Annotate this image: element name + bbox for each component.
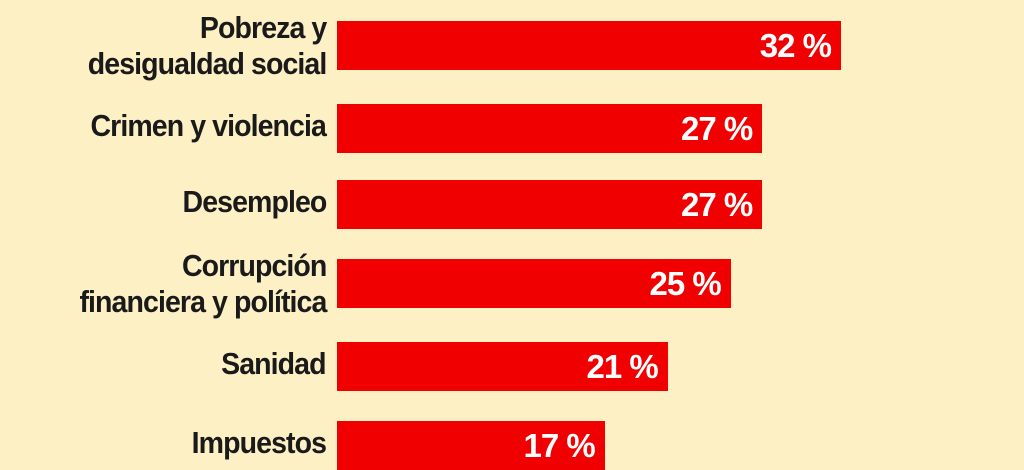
value-label: 27 % xyxy=(681,185,753,223)
category-label-line: Corrupción xyxy=(181,248,327,283)
category-label: Corrupción financiera y política xyxy=(79,248,327,320)
bar xyxy=(337,103,763,153)
category-label: Sanidad xyxy=(221,346,326,382)
category-label: Crimen y violencia xyxy=(90,108,327,144)
value-label: 21 % xyxy=(586,347,659,385)
value-label: 32 % xyxy=(759,26,832,64)
category-label-line: Impuestos xyxy=(191,425,327,460)
category-label-line: financiera y política xyxy=(79,284,327,319)
value-label: 27 % xyxy=(681,109,753,147)
category-label-line: Desempleo xyxy=(182,184,327,219)
category-label-line: Pobreza y xyxy=(199,10,327,45)
category-label: Impuestos xyxy=(191,425,327,461)
category-label-line: desigualdad social xyxy=(87,46,327,81)
category-label: Pobreza y desigualdad social xyxy=(87,10,327,82)
value-label: 25 % xyxy=(649,264,722,302)
value-label: 17 % xyxy=(523,426,596,464)
category-label: Desempleo xyxy=(182,184,327,220)
bar xyxy=(337,20,841,70)
category-label-line: Sanidad xyxy=(221,346,326,381)
bar xyxy=(337,258,731,308)
bar-chart: 32 % Pobreza y desigualdad social 27 % Crime… xyxy=(79,10,841,470)
bar xyxy=(337,341,668,391)
category-label-line: Crimen y violencia xyxy=(90,108,327,143)
bar xyxy=(337,179,763,229)
